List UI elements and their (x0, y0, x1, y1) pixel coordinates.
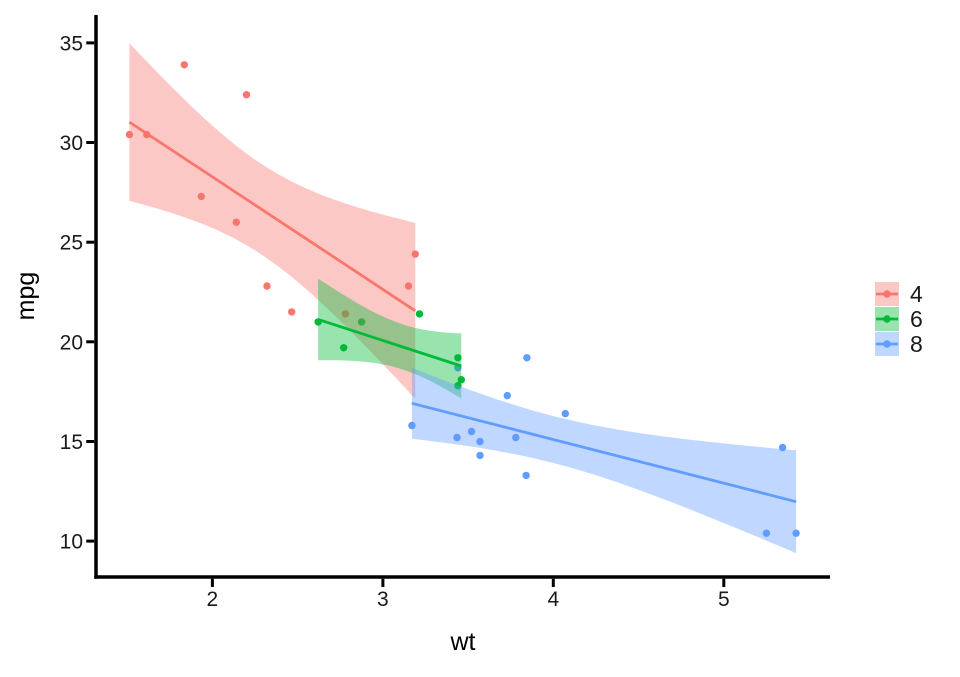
data-point-6 (454, 382, 462, 390)
x-axis-title: wt (450, 628, 476, 656)
confidence-band-4 (129, 43, 416, 399)
data-point-6 (454, 354, 462, 362)
x-tick-label-2: 2 (207, 588, 219, 611)
axes-layer: 2 3 4 5 10 15 20 25 30 35 (60, 15, 830, 611)
data-point-6 (340, 344, 348, 352)
data-point-8 (453, 433, 461, 442)
confidence-band-6 (318, 278, 462, 399)
regression-line-4 (128, 120, 417, 312)
legend-key-point-6 (883, 315, 891, 323)
data-point-4 (288, 308, 296, 316)
data-point-8 (408, 421, 416, 430)
legend: 468 (875, 281, 923, 357)
data-point-8 (522, 471, 530, 480)
data-point-8 (561, 409, 569, 418)
x-tick-label-5: 5 (718, 588, 730, 611)
y-tick-label-35: 35 (60, 32, 83, 55)
data-point-4 (242, 91, 251, 99)
legend-key-point-8 (883, 340, 891, 348)
data-point-4 (232, 218, 240, 226)
y-tick-label-20: 20 (60, 331, 83, 354)
data-point-4 (341, 310, 350, 318)
y-tick-label-15: 15 (60, 431, 83, 454)
y-axis-title: mpg (12, 272, 40, 321)
data-point-6 (357, 318, 366, 326)
data-point-8 (476, 451, 484, 460)
data-point-8 (476, 437, 484, 446)
y-tick-label-30: 30 (60, 132, 83, 155)
data-point-6 (457, 376, 465, 384)
confidence-band-8 (411, 367, 797, 554)
data-point-4 (411, 250, 419, 258)
data-point-8 (523, 354, 531, 362)
data-point-4 (197, 192, 205, 201)
x-tick-label-3: 3 (377, 588, 389, 611)
data-point-8 (503, 391, 511, 400)
data-point-8 (762, 529, 771, 537)
legend-label-8: 8 (910, 331, 923, 357)
points-layer (125, 61, 800, 537)
data-point-8 (467, 427, 476, 436)
regression-line-8 (411, 401, 797, 504)
legend-label-6: 6 (910, 306, 923, 332)
regression-line-6 (317, 318, 462, 368)
legend-label-4: 4 (910, 281, 923, 307)
y-tick-label-10: 10 (60, 531, 83, 554)
data-point-4 (404, 282, 413, 290)
x-tick-label-4: 4 (547, 588, 559, 611)
data-point-4 (125, 130, 134, 139)
legend-key-point-4 (883, 290, 891, 298)
y-tick-label-25: 25 (60, 232, 83, 255)
data-point-8 (792, 529, 800, 537)
smooth-layer (128, 43, 797, 554)
data-point-4 (180, 61, 188, 69)
data-point-8 (512, 433, 520, 442)
data-point-8 (778, 443, 787, 452)
data-point-4 (263, 282, 271, 290)
data-point-6 (415, 310, 424, 318)
